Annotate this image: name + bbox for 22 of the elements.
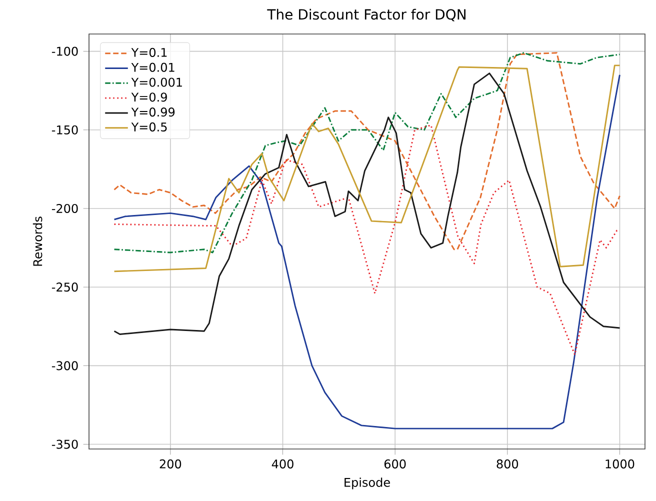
legend-label: Y=0.9 bbox=[131, 92, 167, 102]
x-tick-label: 200 bbox=[160, 459, 182, 468]
line-series bbox=[114, 72, 620, 335]
y-axis-title: Rewords bbox=[32, 216, 42, 266]
x-tick-label: 1000 bbox=[606, 459, 634, 468]
x-axis-title: Episode bbox=[344, 478, 390, 490]
chart-title: The Discount Factor for DQN bbox=[267, 8, 466, 22]
legend-label: Y=0.99 bbox=[131, 108, 175, 117]
legend-label: Y=0.5 bbox=[131, 122, 167, 132]
x-tick-label: 600 bbox=[384, 459, 406, 468]
legend-label: Y=0.001 bbox=[131, 78, 182, 87]
x-tick-label: 400 bbox=[272, 459, 294, 468]
y-tick-label: -200 bbox=[52, 204, 78, 214]
legend-label: Y=0.01 bbox=[131, 62, 174, 72]
legend-label: Y=0.1 bbox=[131, 48, 167, 57]
y-tick-label: -300 bbox=[52, 361, 78, 370]
x-tick-label: 800 bbox=[496, 459, 518, 468]
y-tick-label: -150 bbox=[52, 125, 78, 134]
y-tick-label: -250 bbox=[52, 282, 78, 292]
y-tick-label: -350 bbox=[52, 440, 78, 449]
line-series bbox=[114, 124, 620, 356]
y-tick-label: -100 bbox=[52, 46, 78, 56]
